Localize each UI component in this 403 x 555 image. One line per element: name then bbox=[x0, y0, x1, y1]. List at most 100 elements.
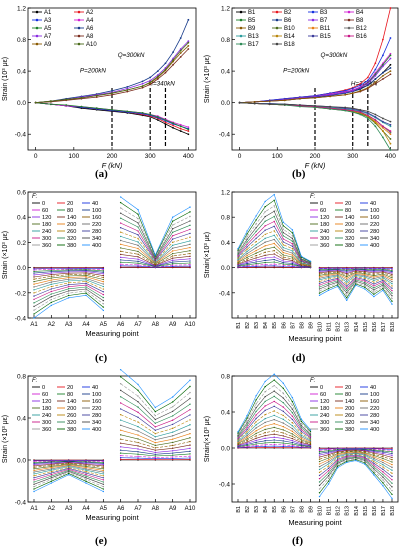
series-point-F220 bbox=[274, 239, 275, 240]
series-point-F100 bbox=[246, 263, 247, 264]
series-point-F300 bbox=[328, 470, 329, 471]
series-point-F20 bbox=[189, 459, 190, 460]
series-point-F360 bbox=[328, 286, 329, 287]
series-point-F80 bbox=[137, 454, 138, 455]
series-point-F360 bbox=[301, 423, 302, 424]
legend-label: 140 bbox=[345, 215, 354, 221]
series-point-F80 bbox=[51, 270, 52, 271]
series-point-F280 bbox=[373, 283, 374, 284]
series-point-A10 bbox=[35, 102, 37, 104]
series-point-B9 bbox=[367, 87, 369, 89]
series-point-F160 bbox=[346, 274, 347, 275]
series-point-F120 bbox=[33, 464, 34, 465]
series-point-F320 bbox=[382, 283, 383, 284]
series-point-F340 bbox=[120, 212, 121, 213]
series-point-F340 bbox=[172, 228, 173, 229]
series-point-F140 bbox=[283, 435, 284, 436]
series-point-F400 bbox=[346, 462, 347, 463]
series-point-F360 bbox=[51, 299, 52, 300]
series-point-F120 bbox=[189, 258, 190, 259]
x-tick-label: A6 bbox=[117, 506, 125, 512]
legend-title: F: bbox=[310, 194, 316, 200]
series-point-F220 bbox=[172, 435, 173, 436]
series-point-F260 bbox=[319, 472, 320, 473]
series-point-F100 bbox=[264, 440, 265, 441]
series-point-F320 bbox=[337, 280, 338, 281]
series-point-F360 bbox=[328, 478, 329, 479]
series-point-F260 bbox=[283, 415, 284, 416]
series-point-F320 bbox=[382, 474, 383, 475]
series-point-F60 bbox=[255, 445, 256, 446]
series-point-F380 bbox=[120, 202, 121, 203]
legend-marker bbox=[78, 27, 81, 30]
series-point-F240 bbox=[172, 431, 173, 432]
series-point-A8 bbox=[126, 91, 128, 93]
series-point-F180 bbox=[255, 253, 256, 254]
series-point-F240 bbox=[85, 470, 86, 471]
series-point-F360 bbox=[382, 479, 383, 480]
series-point-F400 bbox=[85, 295, 86, 296]
legend-marker bbox=[348, 27, 351, 30]
series-point-F340 bbox=[103, 484, 104, 485]
legend-label: 80 bbox=[67, 208, 73, 214]
series-point-B18 bbox=[352, 107, 354, 109]
series-point-F60 bbox=[103, 269, 104, 270]
series-point-F380 bbox=[255, 399, 256, 400]
series-point-F300 bbox=[346, 288, 347, 289]
series-point-F260 bbox=[337, 457, 338, 458]
series-point-F340 bbox=[137, 222, 138, 223]
series-point-F400 bbox=[237, 431, 238, 432]
series-point-F120 bbox=[292, 440, 293, 441]
series-point-F240 bbox=[33, 473, 34, 474]
y-tick-label: -0.4 bbox=[219, 290, 231, 297]
series-point-F340 bbox=[301, 425, 302, 426]
series-point-F200 bbox=[382, 460, 383, 461]
legend-label: B6 bbox=[284, 18, 292, 24]
series-point-F340 bbox=[155, 419, 156, 420]
legend-label: 60 bbox=[42, 392, 48, 398]
series-point-A10 bbox=[65, 99, 67, 101]
series-point-F380 bbox=[33, 313, 34, 314]
legend-label: B7 bbox=[320, 18, 328, 24]
series-point-F160 bbox=[328, 456, 329, 457]
series-point-F380 bbox=[274, 379, 275, 380]
series-point-F220 bbox=[120, 240, 121, 241]
series-point-F240 bbox=[382, 464, 383, 465]
series-point-F260 bbox=[103, 475, 104, 476]
series-point-B17 bbox=[382, 136, 384, 138]
series-point-B18 bbox=[239, 102, 241, 104]
x-tick-label: B7 bbox=[290, 322, 296, 329]
x-tick-label: B11 bbox=[327, 322, 333, 331]
series-point-F120 bbox=[137, 258, 138, 259]
series-point-F400 bbox=[355, 285, 356, 286]
legend-label: B8 bbox=[356, 18, 364, 24]
series-point-F300 bbox=[155, 426, 156, 427]
series-point-B18 bbox=[367, 110, 369, 112]
series-point-F220 bbox=[246, 253, 247, 254]
series-point-A5 bbox=[165, 119, 167, 121]
series-point-F120 bbox=[382, 453, 383, 454]
series-point-A7 bbox=[142, 83, 144, 85]
series-point-F160 bbox=[391, 275, 392, 276]
series-point-F380 bbox=[391, 301, 392, 302]
x-tick-label: B15 bbox=[363, 322, 369, 332]
legend-label: A1 bbox=[44, 10, 52, 16]
x-tick-label: A4 bbox=[82, 322, 90, 328]
y-tick-label: 0.4 bbox=[221, 69, 230, 76]
series-point-F140 bbox=[346, 273, 347, 274]
legend-label: 200 bbox=[67, 222, 76, 228]
series-point-B18 bbox=[359, 109, 361, 111]
legend-marker bbox=[78, 19, 81, 22]
series-point-A5 bbox=[111, 109, 113, 111]
legend-label: 0 bbox=[320, 385, 323, 391]
series-point-F260 bbox=[364, 278, 365, 279]
series-point-F240 bbox=[33, 289, 34, 290]
legend-label: 180 bbox=[42, 222, 51, 228]
series-point-F380 bbox=[172, 401, 173, 402]
series-point-F300 bbox=[172, 420, 173, 421]
series-point-F280 bbox=[328, 280, 329, 281]
series-point-F100 bbox=[255, 261, 256, 262]
series-point-F80 bbox=[172, 263, 173, 264]
